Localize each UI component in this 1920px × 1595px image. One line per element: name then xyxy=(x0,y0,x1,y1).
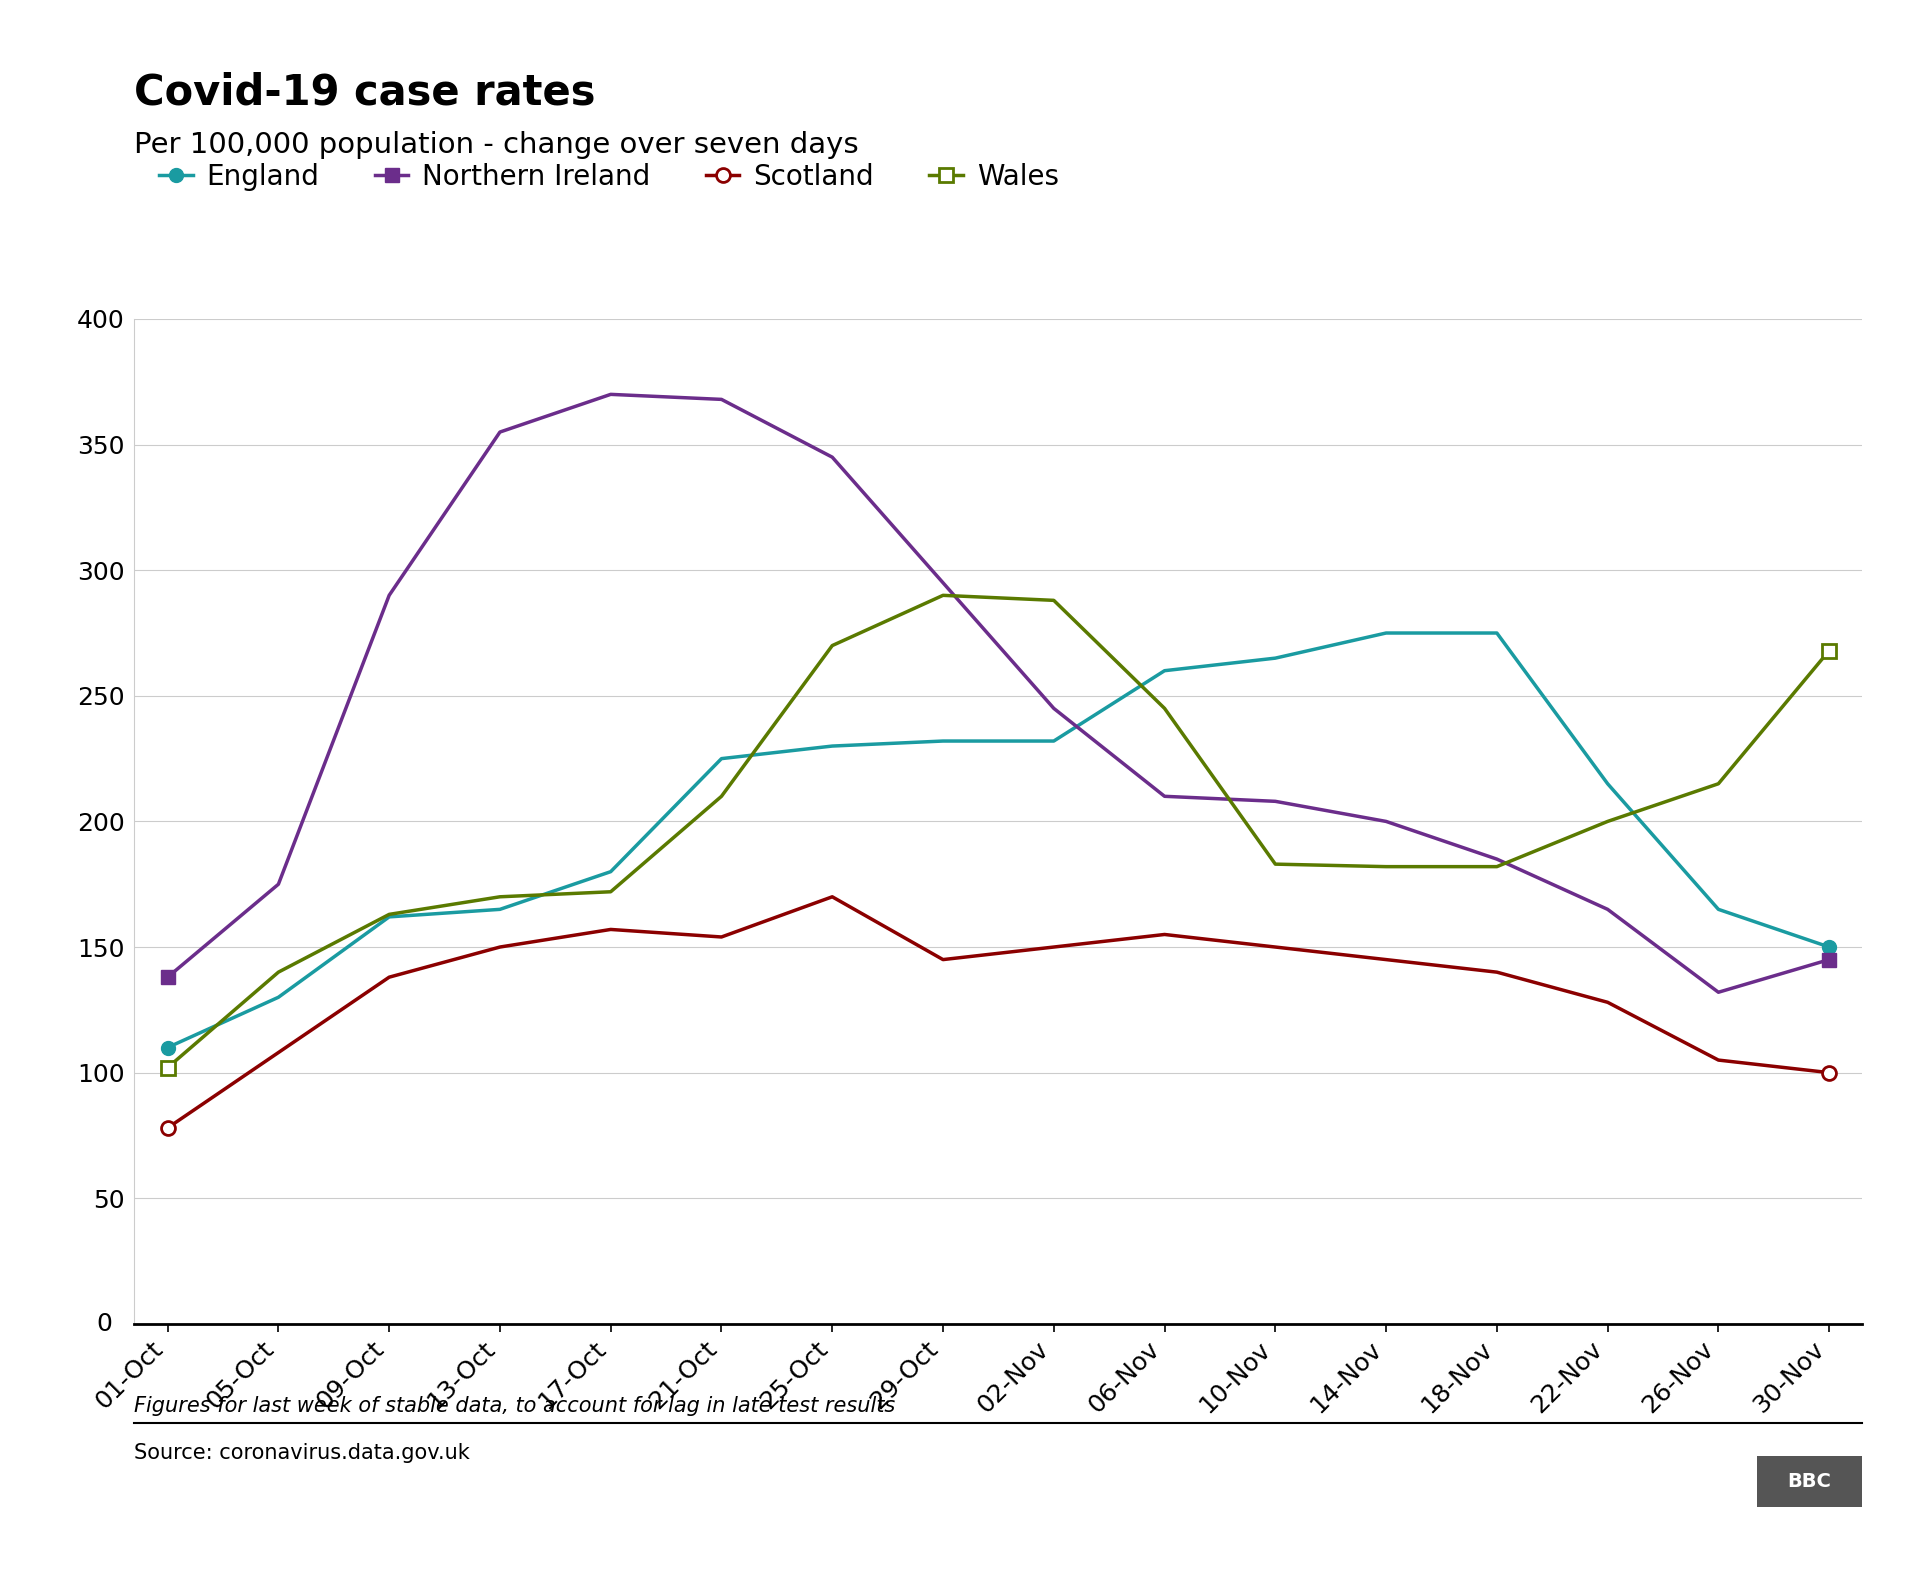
Text: Figures for last week of stable data, to account for lag in late test results: Figures for last week of stable data, to… xyxy=(134,1396,895,1416)
Text: Source: coronavirus.data.gov.uk: Source: coronavirus.data.gov.uk xyxy=(134,1443,470,1464)
Legend: England, Northern Ireland, Scotland, Wales: England, Northern Ireland, Scotland, Wal… xyxy=(148,152,1069,203)
Text: 0: 0 xyxy=(96,1311,111,1337)
Text: BBC: BBC xyxy=(1788,1472,1832,1491)
Text: Covid-19 case rates: Covid-19 case rates xyxy=(134,72,595,113)
Text: Per 100,000 population - change over seven days: Per 100,000 population - change over sev… xyxy=(134,131,858,160)
